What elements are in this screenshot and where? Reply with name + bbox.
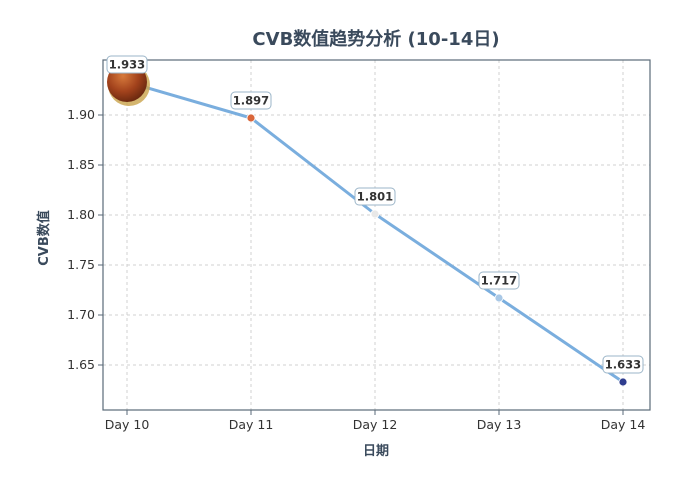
x-axis-label: 日期 <box>363 444 389 459</box>
data-point <box>618 377 628 387</box>
data-label: 1.801 <box>354 187 396 206</box>
x-tick-label: Day 11 <box>229 417 274 432</box>
data-label-text: 1.717 <box>481 274 517 288</box>
data-point <box>494 293 504 303</box>
series-layer <box>107 62 628 387</box>
y-tick-label: 1.80 <box>67 207 95 222</box>
data-label-text: 1.633 <box>605 358 641 372</box>
y-tick-label: 1.90 <box>67 107 95 122</box>
data-label: 1.633 <box>602 355 644 374</box>
data-point <box>370 209 380 219</box>
data-label-text: 1.897 <box>233 94 269 108</box>
y-tick-label: 1.65 <box>67 357 95 372</box>
x-tick-label: Day 10 <box>105 417 150 432</box>
x-tick-label: Day 12 <box>353 417 398 432</box>
axes: 1.65 1.70 1.75 1.80 1.85 1.90 Day 10 Day 11 Day … <box>67 59 651 432</box>
y-tick-label: 1.85 <box>67 157 95 172</box>
data-label-box <box>106 55 148 74</box>
data-label-box <box>230 91 272 110</box>
data-label: 1.717 <box>478 271 520 290</box>
y-tick-label: 1.75 <box>67 257 95 272</box>
data-label: 1.933 <box>106 55 148 74</box>
data-label-text: 1.801 <box>357 190 393 204</box>
data-label-box <box>602 355 644 374</box>
y-tick-label: 1.70 <box>67 307 95 322</box>
chart-title: CVB数值趋势分析 (10-14日) <box>252 28 499 50</box>
data-point <box>246 113 256 123</box>
y-axis-label: CVB数值 <box>36 210 52 266</box>
data-label-text: 1.933 <box>109 58 145 72</box>
x-tick-label: Day 13 <box>477 417 522 432</box>
data-label-box <box>478 271 520 290</box>
x-tick-label: Day 14 <box>601 417 646 432</box>
data-label-box <box>354 187 396 206</box>
data-labels: 1.933 1.897 1.801 1.717 1.633 <box>106 55 644 374</box>
data-label: 1.897 <box>230 91 272 110</box>
plot-frame <box>102 59 651 411</box>
grid <box>103 60 650 410</box>
